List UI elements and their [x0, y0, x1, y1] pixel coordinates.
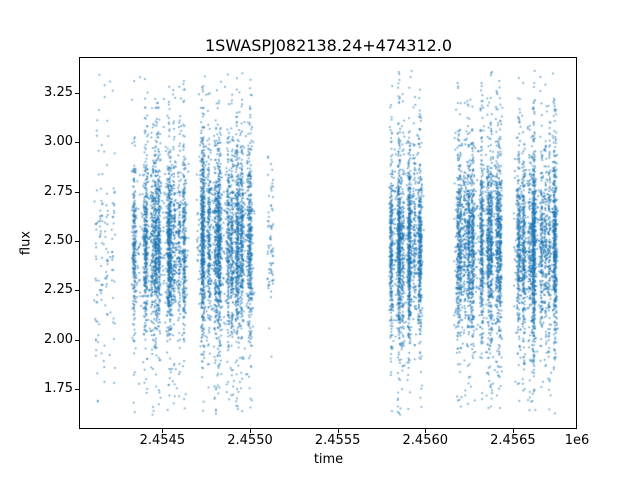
y-tick-label: 3.00 — [44, 134, 73, 150]
y-tick-mark — [75, 290, 79, 292]
y-tick-mark — [75, 241, 79, 243]
y-tick-mark — [75, 142, 79, 144]
x-tick-mark — [162, 429, 164, 433]
y-tick-label: 3.25 — [44, 84, 73, 100]
x-tick-label: 2.4555 — [314, 433, 361, 448]
x-tick-mark — [250, 429, 251, 433]
x-tick-mark — [337, 429, 339, 433]
y-tick-label: 1.75 — [44, 381, 73, 397]
y-tick-label: 2.50 — [44, 233, 73, 249]
chart-title: 1SWASPJ082138.24+474312.0 — [204, 36, 453, 55]
x-tick-label: 2.4565 — [490, 433, 536, 448]
scatter-canvas — [80, 58, 576, 428]
x-tick-mark — [512, 429, 514, 433]
x-tick-mark — [425, 429, 427, 433]
x-axis-label: time — [313, 452, 344, 467]
y-tick-mark — [75, 389, 79, 391]
x-tick-label: 2.4545 — [139, 433, 186, 448]
x-axis-offset-text: 1e6 — [564, 433, 590, 448]
x-tick-label: 2.4550 — [227, 433, 273, 448]
plot-area — [79, 57, 577, 429]
y-tick-mark — [75, 339, 79, 341]
y-tick-mark — [75, 92, 79, 94]
y-tick-mark — [75, 191, 79, 193]
y-tick-label: 2.25 — [44, 282, 73, 298]
x-tick-label: 2.4560 — [402, 433, 449, 448]
y-tick-label: 2.75 — [44, 183, 73, 199]
y-tick-label: 2.00 — [44, 331, 73, 347]
